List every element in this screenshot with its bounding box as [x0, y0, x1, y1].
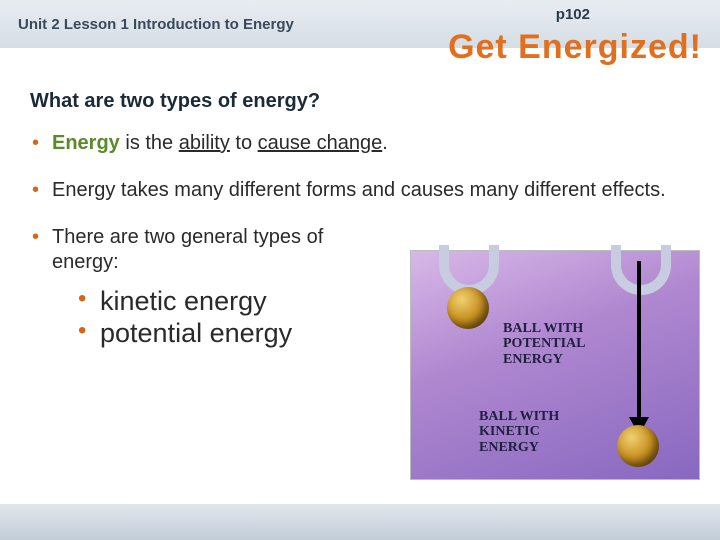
- sub-bullet-potential: potential energy: [78, 317, 370, 349]
- underline-ability: ability: [179, 132, 230, 154]
- slide-title: Get Energized!: [448, 28, 702, 67]
- footer-band: [0, 504, 720, 540]
- label-line: ENERGY: [479, 440, 539, 455]
- unit-lesson-label: Unit 2 Lesson 1 Introduction to Energy: [18, 16, 294, 33]
- bullet-two-types-text: There are two general types of energy:: [52, 226, 323, 273]
- bullet-two-types: There are two general types of energy: k…: [30, 225, 370, 350]
- label-line: POTENTIAL: [503, 336, 585, 351]
- label-line: KINETIC: [479, 424, 540, 439]
- sub-bullet-list: kinetic energy potential energy: [52, 285, 370, 350]
- label-line: BALL WITH: [479, 409, 559, 424]
- sub-bullet-kinetic: kinetic energy: [78, 285, 370, 317]
- page-reference: p102: [556, 6, 590, 23]
- hook-right-icon: [611, 245, 671, 295]
- ball-potential-icon: [447, 287, 489, 329]
- bullet-definition: Energy is the ability to cause change.: [30, 131, 690, 156]
- text-fragment: .: [382, 132, 388, 154]
- underline-cause-change: cause change: [258, 132, 383, 154]
- arrow-shaft-icon: [637, 261, 641, 421]
- text-fragment: to: [230, 132, 258, 154]
- bullet-forms: Energy takes many different forms and ca…: [30, 178, 690, 203]
- text-fragment: is the: [120, 132, 179, 154]
- label-line: ENERGY: [503, 352, 563, 367]
- label-line: BALL WITH: [503, 321, 583, 336]
- label-potential-energy: BALL WITH POTENTIAL ENERGY: [503, 321, 623, 367]
- label-kinetic-energy: BALL WITH KINETIC ENERGY: [479, 409, 599, 455]
- section-question: What are two types of energy?: [30, 90, 690, 113]
- energy-diagram: BALL WITH POTENTIAL ENERGY BALL WITH KIN…: [410, 250, 700, 480]
- term-energy: Energy: [52, 132, 120, 154]
- ball-kinetic-icon: [617, 425, 659, 467]
